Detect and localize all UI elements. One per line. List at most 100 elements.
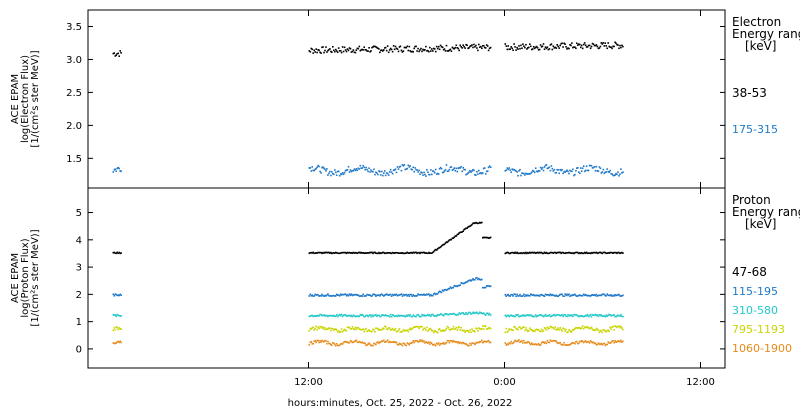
data-point <box>602 42 605 44</box>
data-point <box>371 46 373 49</box>
data-point <box>480 341 482 343</box>
data-point <box>453 340 456 343</box>
data-point <box>520 328 522 330</box>
data-point <box>395 293 398 296</box>
data-point <box>466 344 468 346</box>
data-point <box>314 293 316 296</box>
data-point <box>398 315 401 317</box>
data-point <box>380 174 382 176</box>
data-point <box>594 44 597 47</box>
data-point <box>434 168 437 171</box>
data-point <box>530 328 532 331</box>
data-point <box>393 315 396 318</box>
data-point <box>471 342 473 345</box>
data-point <box>508 328 510 330</box>
data-point <box>308 315 311 318</box>
data-point <box>347 342 350 344</box>
data-point <box>451 169 454 171</box>
data-point <box>373 314 375 317</box>
data-point <box>427 313 429 316</box>
data-point <box>549 339 552 341</box>
data-point <box>451 286 454 289</box>
data-point <box>403 343 406 345</box>
data-point <box>444 342 447 345</box>
data-point <box>576 327 578 329</box>
data-point <box>400 293 403 295</box>
data-point <box>560 169 562 172</box>
electron-ytick-label: 2.0 <box>66 121 82 132</box>
data-point <box>509 295 511 297</box>
data-point <box>513 293 515 295</box>
data-point <box>347 314 350 317</box>
data-point <box>474 311 476 314</box>
data-point <box>469 329 471 331</box>
data-point <box>437 45 440 48</box>
data-point <box>422 294 424 296</box>
data-point <box>605 295 607 297</box>
data-point <box>345 50 348 53</box>
data-point <box>383 172 385 174</box>
data-point <box>442 314 445 317</box>
data-point <box>584 169 587 172</box>
electron-legend-entry: 175-315 <box>732 123 778 136</box>
data-point <box>326 294 328 296</box>
data-point <box>527 294 529 296</box>
data-point <box>410 251 412 254</box>
data-point <box>468 331 470 333</box>
data-point <box>456 341 459 344</box>
data-point <box>453 284 456 287</box>
data-point <box>570 315 572 317</box>
data-point <box>526 314 528 316</box>
data-point <box>377 328 379 330</box>
data-point <box>604 294 607 297</box>
data-point <box>414 326 416 328</box>
data-point <box>535 252 538 254</box>
data-point <box>456 233 459 236</box>
data-point <box>335 315 337 318</box>
data-point <box>431 173 433 176</box>
data-point <box>462 167 464 169</box>
data-point <box>489 327 492 330</box>
data-point <box>375 252 377 254</box>
data-point <box>571 252 573 255</box>
data-point <box>440 342 443 345</box>
data-point <box>434 344 437 347</box>
data-point <box>351 294 354 297</box>
data-point <box>455 314 458 316</box>
data-point <box>323 314 325 316</box>
data-point <box>592 329 595 332</box>
data-point <box>532 252 535 254</box>
data-point <box>114 328 117 331</box>
data-point <box>593 329 596 331</box>
data-point <box>398 166 401 168</box>
data-point <box>393 48 396 51</box>
data-point <box>517 174 519 177</box>
data-point <box>486 170 489 172</box>
data-point <box>534 167 537 169</box>
data-point <box>342 341 345 344</box>
data-point <box>516 46 518 49</box>
data-point <box>394 252 397 254</box>
data-point <box>401 252 404 254</box>
data-point <box>402 293 405 296</box>
data-point <box>112 171 115 173</box>
data-point <box>438 168 441 170</box>
data-point <box>335 50 338 52</box>
data-point <box>416 294 418 297</box>
data-point <box>429 46 431 49</box>
data-point <box>616 326 618 329</box>
data-point <box>612 325 614 328</box>
data-point <box>397 50 400 53</box>
data-point <box>511 47 513 50</box>
data-point <box>378 170 380 172</box>
data-point <box>323 252 325 254</box>
data-point <box>409 165 411 167</box>
data-point <box>531 171 533 174</box>
data-point <box>535 344 538 346</box>
data-point <box>583 170 586 173</box>
data-point <box>325 340 327 342</box>
data-point <box>420 251 422 254</box>
data-point <box>481 172 483 175</box>
data-point <box>528 341 530 343</box>
data-point <box>489 285 492 287</box>
